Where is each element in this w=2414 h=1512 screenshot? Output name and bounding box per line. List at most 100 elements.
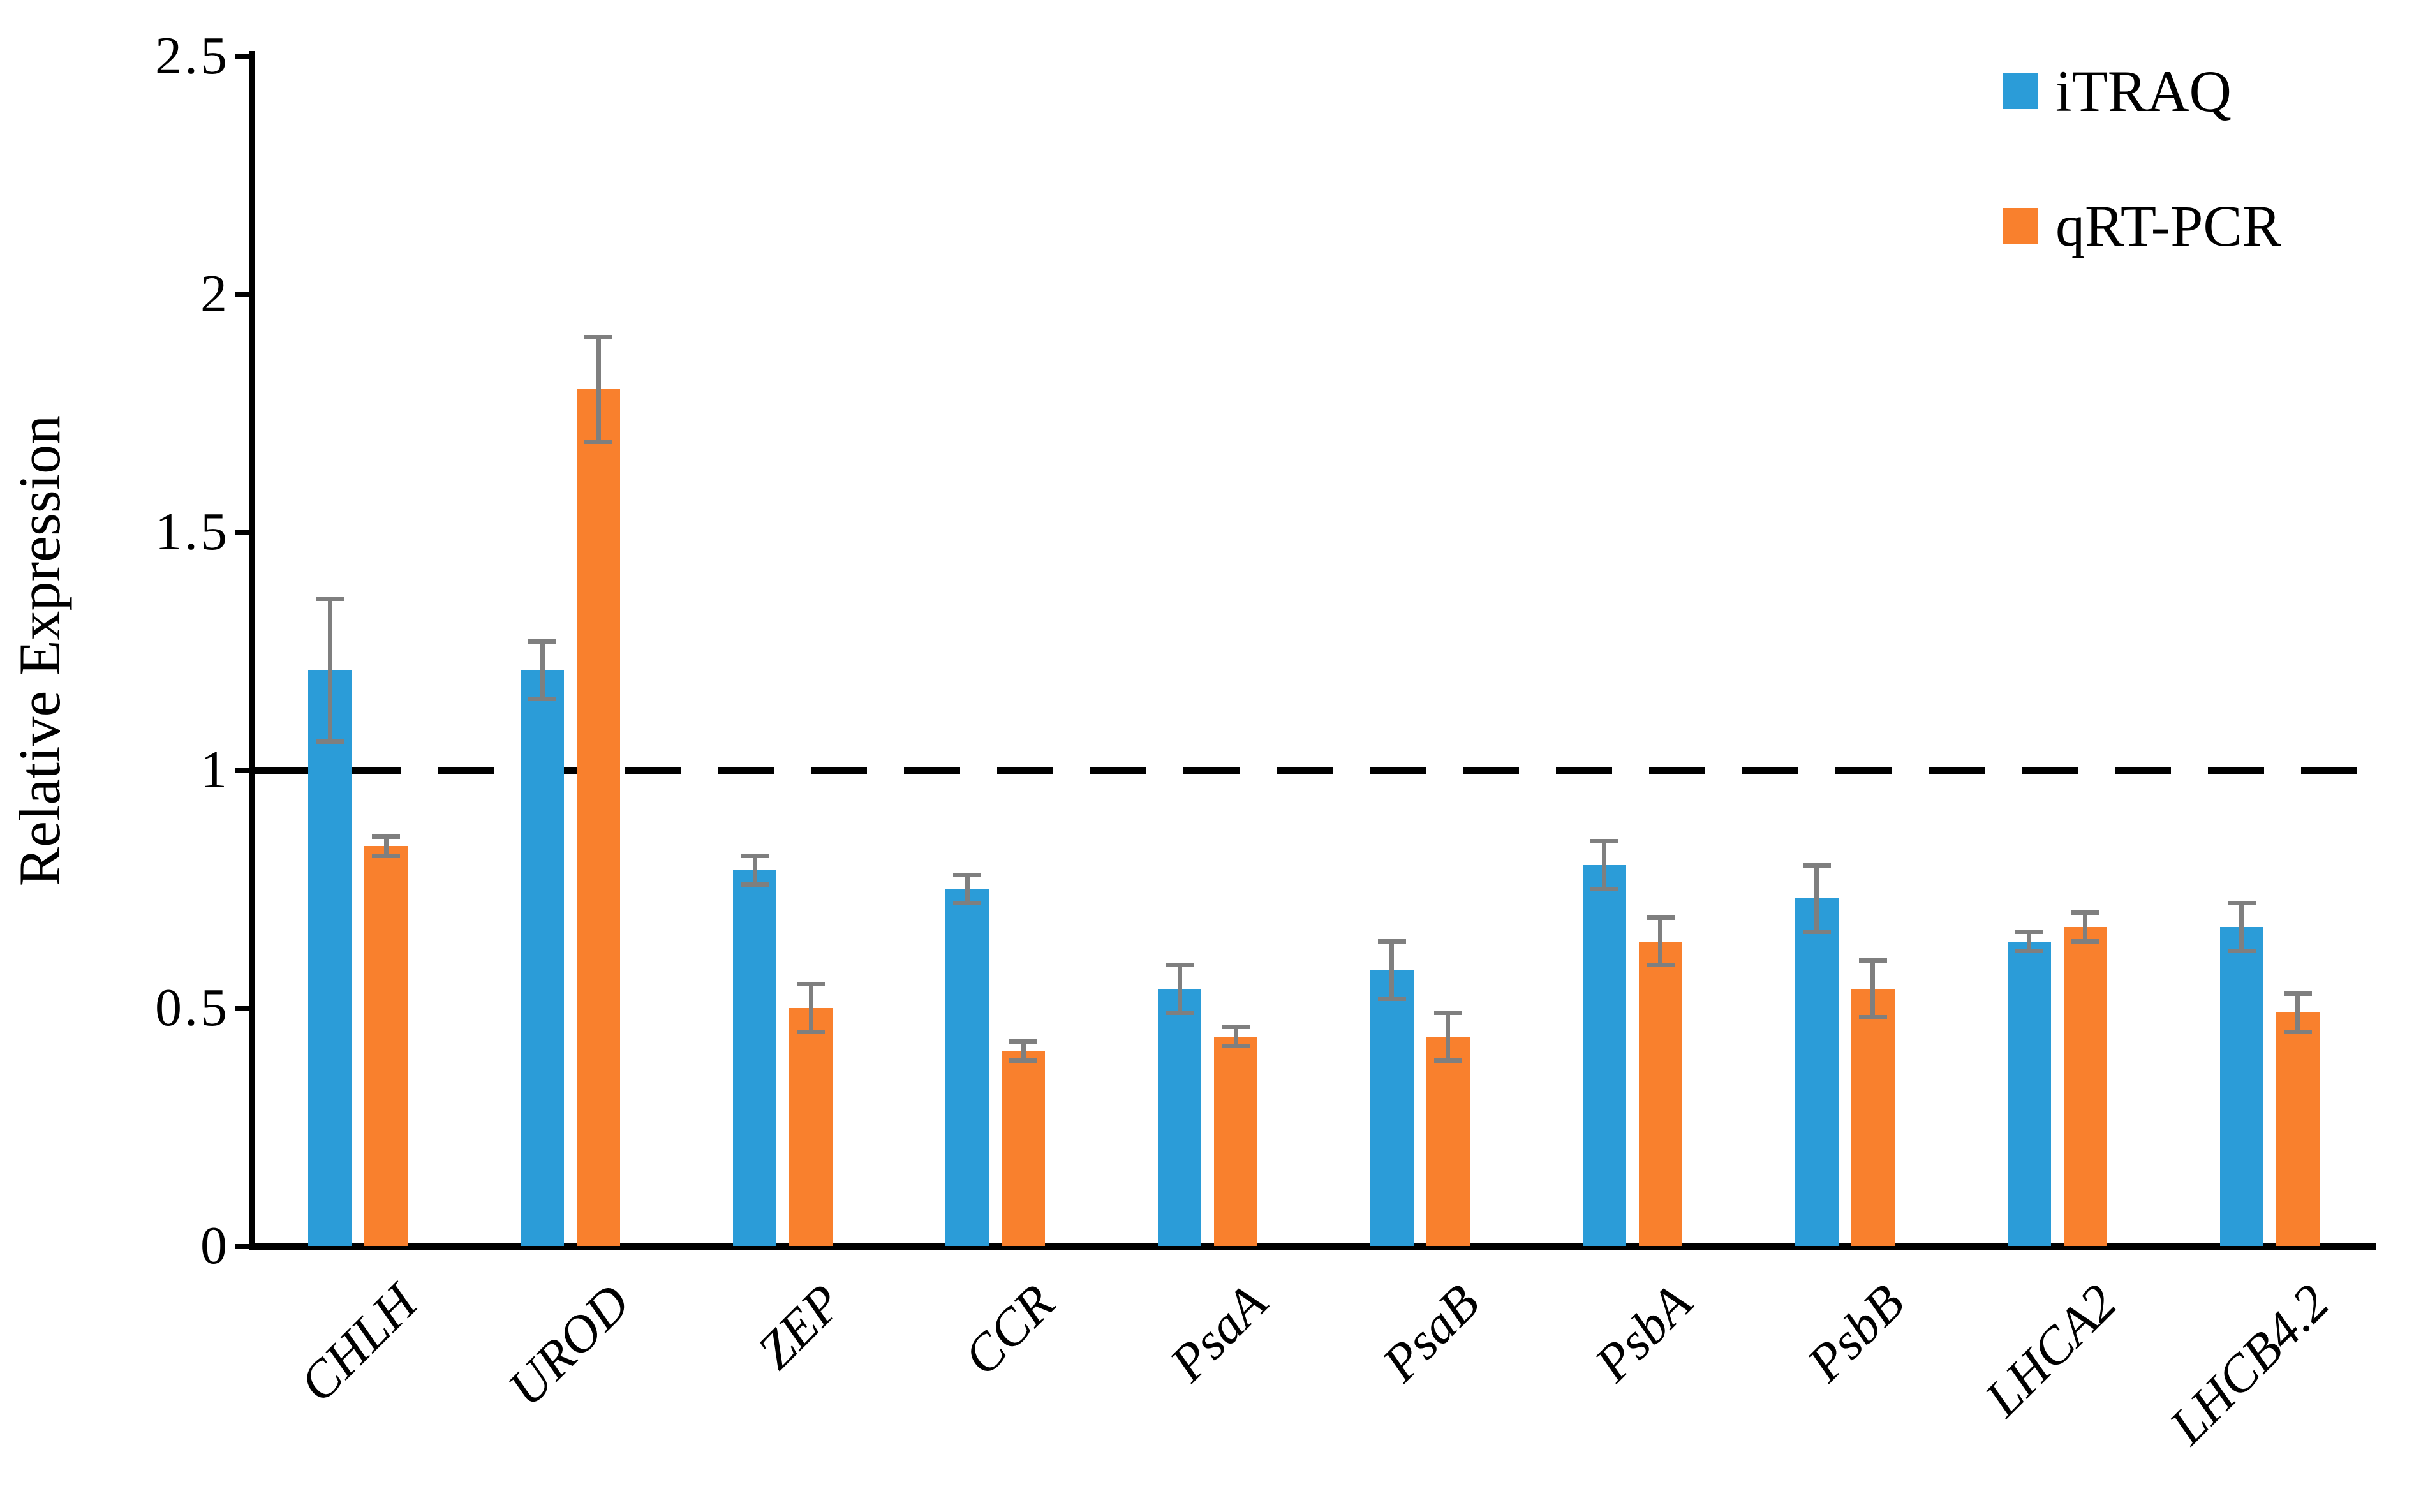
bar-itraq-psaa — [1158, 989, 1202, 1246]
error-bar-cap — [1802, 930, 1831, 935]
y-tick-label: 2.5 — [155, 26, 230, 85]
error-bar-cap — [2283, 1029, 2312, 1034]
x-category-label-psab: PsaB — [1371, 1273, 1490, 1393]
error-bar-cap — [1377, 939, 1406, 944]
error-bar — [2027, 931, 2032, 951]
x-category-label-chlh: CHLH — [288, 1273, 429, 1413]
x-category-label-urod: UROD — [497, 1273, 641, 1418]
error-bar-cap — [2283, 991, 2312, 997]
error-bar — [540, 641, 545, 699]
error-bar-cap — [953, 872, 982, 877]
x-category-label-psba: PsbA — [1583, 1273, 1703, 1393]
error-bar — [1658, 917, 1663, 965]
error-bar — [1870, 960, 1876, 1018]
error-bar-cap — [797, 1029, 826, 1034]
bar-itraq-ccr — [945, 889, 989, 1246]
y-tick-mark — [235, 1006, 250, 1011]
x-category-label-psaa: PsaA — [1159, 1273, 1278, 1393]
bar-itraq-lhcb42 — [2219, 927, 2263, 1246]
y-tick-mark — [235, 530, 250, 535]
bar-qrtpcr-psba — [1638, 941, 1682, 1246]
y-tick-label: 2 — [200, 264, 230, 323]
error-bar-cap — [1222, 1044, 1250, 1049]
error-bar — [1389, 941, 1395, 999]
error-bar-cap — [797, 982, 826, 987]
error-bar-cap — [2071, 939, 2099, 944]
x-category-label-zep: ZEP — [746, 1273, 854, 1381]
error-bar — [327, 598, 332, 742]
bar-qrtpcr-chlh — [364, 846, 408, 1246]
error-bar-cap — [1166, 1010, 1194, 1015]
error-bar-cap — [1009, 1039, 1038, 1044]
error-bar — [1446, 1012, 1451, 1061]
bar-qrtpcr-psab — [1426, 1036, 1470, 1246]
error-bar — [965, 875, 970, 903]
bar-qrtpcr-lhca2 — [2063, 927, 2107, 1246]
error-bar — [1177, 965, 1182, 1013]
reference-dashed-line — [252, 767, 2376, 774]
y-tick-mark — [235, 1244, 250, 1249]
x-category-label-psbb: PsbB — [1796, 1273, 1915, 1393]
error-bar-cap — [1433, 1058, 1462, 1063]
x-axis-line — [249, 1243, 2376, 1250]
error-bar — [808, 984, 813, 1032]
error-bar-cap — [372, 834, 401, 839]
error-bar-cap — [1590, 887, 1618, 891]
x-category-label-lhca2: LHCA2 — [1973, 1273, 2128, 1428]
bar-itraq-psab — [1370, 970, 1414, 1246]
error-bar-cap — [316, 596, 344, 601]
error-bar-cap — [528, 696, 557, 701]
x-category-label-ccr: CCR — [952, 1273, 1066, 1386]
error-bar-cap — [372, 853, 401, 858]
y-tick-mark — [235, 768, 250, 773]
error-bar — [596, 337, 601, 442]
legend-label-itraq: iTRAQ — [2055, 59, 2232, 124]
bar-itraq-urod — [521, 670, 565, 1246]
error-bar — [2295, 993, 2300, 1032]
y-tick-label: 1.5 — [155, 502, 230, 561]
error-bar-cap — [741, 853, 769, 858]
bar-qrtpcr-psbb — [1851, 989, 1895, 1246]
error-bar-cap — [528, 639, 557, 644]
error-bar-cap — [1646, 963, 1675, 968]
bar-qrtpcr-lhcb42 — [2276, 1012, 2320, 1246]
error-bar-cap — [2227, 948, 2256, 953]
bar-qrtpcr-ccr — [1002, 1051, 1046, 1246]
error-bar-cap — [2015, 930, 2043, 935]
y-axis-line — [249, 51, 255, 1249]
legend-item-qrtpcr: qRT-PCR — [2003, 192, 2281, 260]
error-bar-cap — [953, 901, 982, 906]
legend-swatch-itraq-icon — [2003, 73, 2038, 109]
error-bar-cap — [1377, 996, 1406, 1001]
x-category-label-lhcb42: LHCB4.2 — [2158, 1273, 2340, 1455]
bar-itraq-psbb — [1795, 898, 1839, 1246]
error-bar-cap — [2227, 901, 2256, 906]
error-bar — [1021, 1041, 1026, 1061]
legend-label-qrtpcr: qRT-PCR — [2055, 193, 2282, 258]
error-bar — [2239, 903, 2244, 951]
error-bar-cap — [741, 882, 769, 887]
error-bar-cap — [1222, 1025, 1250, 1030]
error-bar-cap — [1646, 915, 1675, 920]
error-bar — [1602, 841, 1607, 889]
error-bar — [2083, 912, 2088, 942]
error-bar — [1814, 865, 1819, 932]
bar-itraq-zep — [733, 870, 777, 1246]
error-bar-cap — [584, 334, 613, 339]
error-bar-cap — [2015, 948, 2043, 953]
error-bar-cap — [1590, 839, 1618, 844]
error-bar-cap — [2071, 910, 2099, 915]
error-bar-cap — [1009, 1058, 1038, 1063]
bar-itraq-psba — [1582, 865, 1626, 1246]
error-bar — [1233, 1027, 1238, 1046]
error-bar-cap — [584, 439, 613, 444]
y-tick-mark — [235, 292, 250, 297]
y-axis-title: Relative Expression — [7, 415, 72, 887]
error-bar-cap — [1802, 863, 1831, 868]
legend-item-itraq: iTRAQ — [2003, 57, 2281, 125]
y-tick-label: 0.5 — [155, 978, 230, 1037]
error-bar-cap — [1166, 963, 1194, 968]
error-bar-cap — [316, 739, 344, 744]
error-bar-cap — [1433, 1010, 1462, 1015]
